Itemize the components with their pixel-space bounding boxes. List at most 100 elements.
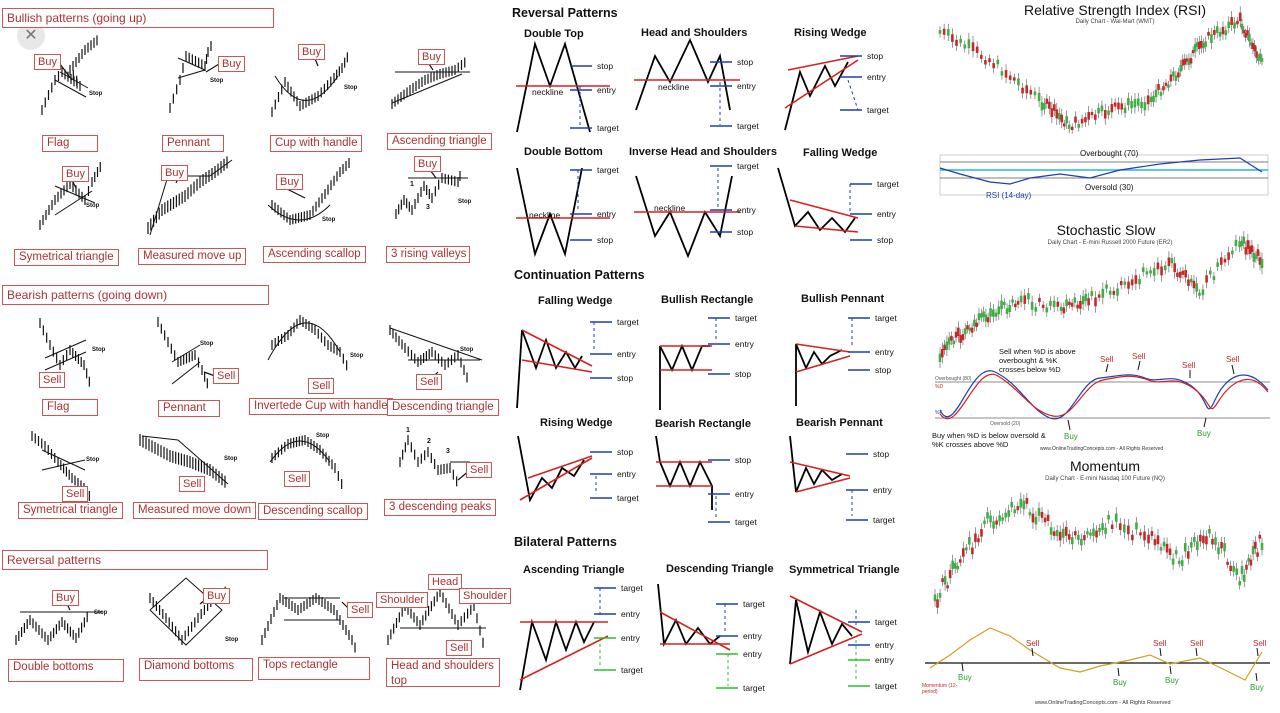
- tri-line: [389, 327, 483, 361]
- candle: [1244, 33, 1247, 38]
- candle: [961, 334, 965, 341]
- candle: [1092, 528, 1095, 537]
- candle: [938, 30, 942, 34]
- tag-sell: Sell: [284, 471, 311, 487]
- candle: [1183, 58, 1187, 65]
- candle: [956, 565, 960, 570]
- candle: [1248, 246, 1252, 255]
- candle: [1031, 513, 1035, 523]
- level-label: entry: [873, 485, 892, 495]
- stoch-sell-2: Sell: [1132, 352, 1146, 361]
- level-label: entry: [867, 72, 886, 82]
- title-double-top: Double Top: [524, 28, 584, 40]
- level-label: target: [743, 599, 765, 609]
- candle: [1008, 75, 1012, 80]
- level-label: entry: [597, 209, 616, 219]
- candle: [1049, 300, 1052, 306]
- diamond-line: [149, 577, 223, 646]
- candle: [1118, 523, 1122, 530]
- candle: [975, 46, 979, 53]
- pennant-line: [795, 355, 851, 373]
- candle: [1207, 31, 1210, 36]
- candle: [1081, 296, 1085, 305]
- candle: [1246, 240, 1250, 249]
- candle: [1074, 116, 1077, 123]
- price-path: [516, 329, 583, 409]
- title-bearish-pennant: Bearish Pennant: [796, 417, 883, 429]
- candle: [1103, 110, 1107, 119]
- signal-arrow: [1137, 360, 1141, 371]
- candle: [1202, 43, 1205, 49]
- price-path: [655, 435, 713, 510]
- candle: [941, 578, 944, 582]
- candle: [1001, 517, 1004, 521]
- rsi-oversold-label: Oversold (30): [1085, 183, 1134, 192]
- candle: [1052, 531, 1056, 536]
- candle: [1127, 281, 1130, 289]
- candle: [1061, 528, 1065, 538]
- mom-buy-4: Buy: [1250, 683, 1264, 692]
- momentum-indicator-label: Momentum (12-period): [922, 683, 958, 695]
- candle: [1025, 85, 1028, 94]
- candle: [1198, 292, 1201, 296]
- candle: [1034, 516, 1038, 525]
- candle: [1084, 293, 1088, 302]
- candle: [947, 337, 951, 345]
- wedge-line: [521, 359, 593, 373]
- tag-sell: Sell: [416, 374, 443, 390]
- candle: [1162, 86, 1165, 91]
- candle: [1242, 29, 1246, 34]
- peak-num: 2: [427, 438, 431, 445]
- candle: [1245, 564, 1248, 570]
- candle: [1107, 110, 1110, 116]
- candle: [1105, 284, 1108, 289]
- level-label: target: [597, 165, 619, 175]
- wedge-line: [794, 225, 859, 233]
- tri-line: [54, 185, 96, 204]
- level-label: entry: [735, 489, 754, 499]
- candle: [1113, 102, 1117, 107]
- tag-buy: Buy: [203, 588, 230, 604]
- candle: [1138, 278, 1141, 285]
- candle: [1226, 561, 1229, 565]
- candle: [1159, 91, 1163, 96]
- candle: [1094, 297, 1097, 307]
- level-label: entry: [875, 655, 894, 665]
- candle: [1174, 75, 1178, 81]
- candle: [988, 58, 991, 63]
- candle: [1043, 517, 1047, 523]
- candle: [1176, 272, 1179, 277]
- candle: [958, 559, 962, 563]
- pennant-line: [795, 477, 851, 493]
- label-descending-scallop: Descending scallop: [258, 503, 368, 520]
- candle: [1112, 290, 1116, 295]
- candle: [1220, 542, 1223, 549]
- momentum-title: Momentum: [1069, 458, 1141, 474]
- stop-text: Stop: [350, 353, 364, 359]
- candle: [1127, 98, 1130, 106]
- candle: [1152, 95, 1155, 102]
- level-label: target: [875, 617, 897, 627]
- stop-text: Stop: [344, 85, 358, 91]
- candle: [1087, 111, 1091, 120]
- candle: [1218, 31, 1222, 37]
- stop-text: Stop: [86, 203, 100, 209]
- price-path: [635, 37, 731, 111]
- candle: [984, 60, 987, 65]
- level-label: entry: [617, 349, 636, 359]
- signal-arrow: [1105, 363, 1109, 373]
- candle: [1184, 270, 1187, 278]
- candle: [1130, 279, 1134, 286]
- title-rising-wedge: Rising Wedge: [794, 27, 867, 39]
- candle: [1079, 300, 1082, 309]
- candle: [1240, 240, 1244, 247]
- flag-line: [54, 79, 87, 98]
- price-path: [784, 61, 849, 131]
- mom-footer: www.OnlineTradingConcepts.com - All Righ…: [1035, 700, 1171, 706]
- candle: [1003, 301, 1006, 306]
- peak-num: 1: [406, 427, 410, 434]
- candle: [1104, 527, 1107, 534]
- level-label: entry: [617, 469, 636, 479]
- label-bear-symetrical-triangle: Symetrical triangle: [18, 502, 123, 519]
- level-label: neckline: [529, 210, 561, 220]
